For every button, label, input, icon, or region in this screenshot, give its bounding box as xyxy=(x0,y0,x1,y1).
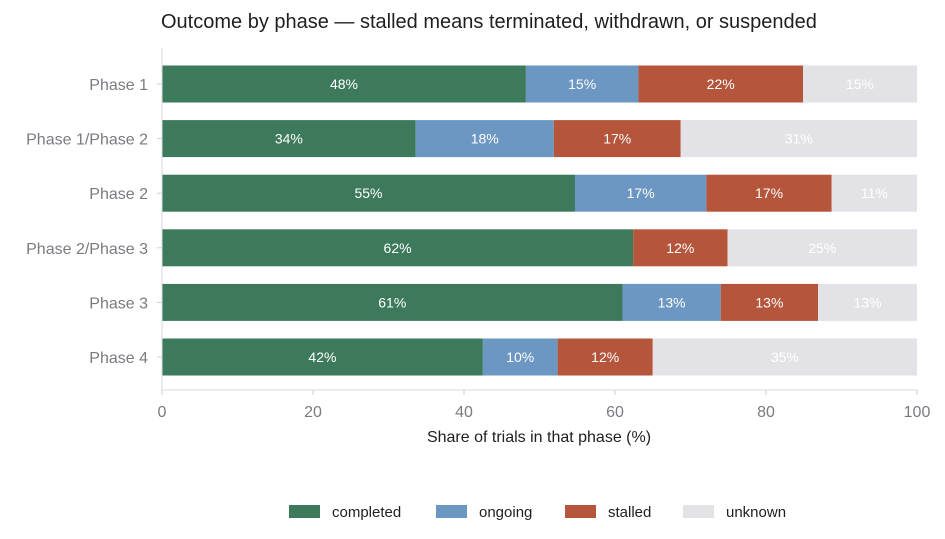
bar-segment-completed xyxy=(162,338,483,376)
x-tick-label: 0 xyxy=(158,404,167,421)
bar-segment-stalled xyxy=(633,229,728,267)
y-tick-label: Phase 2 xyxy=(89,186,148,203)
bar-value-label: 17% xyxy=(627,185,655,201)
bar-value-label: 17% xyxy=(755,185,783,201)
bar-row: 62% 12% 25% xyxy=(162,229,917,267)
x-tick-label: 100 xyxy=(904,404,931,421)
bar-row: 61% 13% 13% 13% xyxy=(162,283,917,321)
bar-value-label: 13% xyxy=(854,294,882,310)
x-tick-label: 60 xyxy=(606,404,624,421)
bar-value-label: 12% xyxy=(666,240,694,256)
bar-row: 48% 15% 22% 15% xyxy=(162,65,917,103)
bar-segment-ongoing xyxy=(622,283,721,321)
bar-value-label: 34% xyxy=(275,131,303,147)
bar-value-label: 13% xyxy=(755,294,783,310)
bar-value-label: 31% xyxy=(785,131,813,147)
bar-segment-completed xyxy=(162,65,526,103)
legend-item: stalled xyxy=(565,504,651,521)
bar-segment-unknown xyxy=(802,65,917,103)
y-tick-label: Phase 4 xyxy=(89,350,148,367)
legend-label: ongoing xyxy=(479,504,532,521)
bar-segment-unknown xyxy=(818,283,917,321)
bar-segment-ongoing xyxy=(574,174,707,212)
bar-value-label: 61% xyxy=(378,294,406,310)
legend-item: unknown xyxy=(683,504,786,521)
bar-value-label: 62% xyxy=(384,240,412,256)
bar-segment-unknown xyxy=(831,174,917,212)
bar-value-label: 15% xyxy=(568,76,596,92)
bar-value-label: 35% xyxy=(771,349,799,365)
bar-value-label: 13% xyxy=(658,294,686,310)
legend-label: completed xyxy=(332,504,401,521)
y-tick-label: Phase 1 xyxy=(89,77,148,94)
bar-value-label: 18% xyxy=(471,131,499,147)
legend-swatch xyxy=(683,505,714,518)
bar-segment-completed xyxy=(162,120,416,158)
axes: Phase 1 Phase 1/Phase 2 Phase 2 Phase 2/Pha… xyxy=(26,48,930,421)
bar-value-label: 42% xyxy=(308,349,336,365)
bar-segment-ongoing xyxy=(415,120,554,158)
bar-segment-unknown xyxy=(727,229,917,267)
bar-segment-stalled xyxy=(553,120,681,158)
bar-segment-stalled xyxy=(706,174,832,212)
x-tick-label: 80 xyxy=(757,404,775,421)
y-tick-label: Phase 2/Phase 3 xyxy=(26,241,148,258)
bar-value-label: 11% xyxy=(861,185,888,201)
bar-segment-completed xyxy=(162,283,623,321)
legend-item: ongoing xyxy=(436,504,532,521)
bar-value-label: 48% xyxy=(330,76,358,92)
x-tick-label: 20 xyxy=(304,404,322,421)
bar-segment-completed xyxy=(162,174,575,212)
y-tick-label: Phase 1/Phase 2 xyxy=(26,132,148,149)
bar-value-label: 12% xyxy=(591,349,619,365)
bar-segment-ongoing xyxy=(525,65,639,103)
legend: completed ongoing stalled unknown xyxy=(289,504,786,521)
legend-label: stalled xyxy=(608,504,651,521)
y-tick-label: Phase 3 xyxy=(89,295,148,312)
bar-segment-stalled xyxy=(720,283,819,321)
bar-value-label: 55% xyxy=(354,185,382,201)
bar-segment-completed xyxy=(162,229,634,267)
bar-row: 42% 10% 12% 35% xyxy=(162,338,917,376)
legend-swatch xyxy=(565,505,596,518)
bar-row: 34% 18% 17% 31% xyxy=(162,120,917,158)
bar-value-label: 25% xyxy=(808,240,836,256)
bar-segment-unknown xyxy=(652,338,917,376)
bar-value-label: 22% xyxy=(707,76,735,92)
bar-segment-stalled xyxy=(557,338,653,376)
bar-segment-stalled xyxy=(638,65,803,103)
bar-segment-ongoing xyxy=(482,338,558,376)
bar-segment-unknown xyxy=(680,120,917,158)
legend-swatch xyxy=(436,505,467,518)
legend-item: completed xyxy=(289,504,401,521)
bar-row: 55% 17% 17% 11% xyxy=(162,174,917,212)
x-axis-label: Share of trials in that phase (%) xyxy=(427,429,651,446)
bar-value-label: 15% xyxy=(846,76,874,92)
legend-label: unknown xyxy=(726,504,786,521)
plot-area: 48% 15% 22% 15% 34% 18% 17% 31% 55% 17% 17% 11% 62% 1… xyxy=(162,65,917,376)
x-tick-label: 40 xyxy=(455,404,473,421)
bar-value-label: 17% xyxy=(603,131,631,147)
legend-swatch xyxy=(289,505,320,518)
chart-title: Outcome by phase — stalled means termina… xyxy=(161,11,817,33)
bar-value-label: 10% xyxy=(506,349,534,365)
